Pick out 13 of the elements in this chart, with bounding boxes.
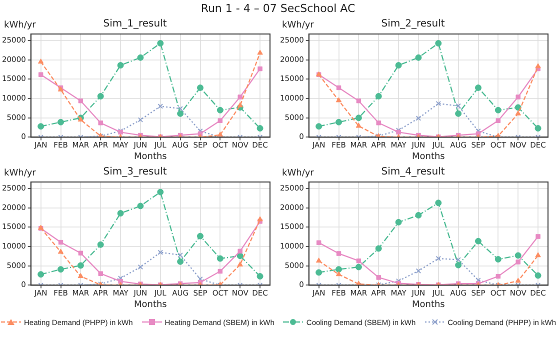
y-axis-title: kWh/yr [4, 20, 36, 30]
chart-title: Sim_1_result [103, 18, 167, 30]
chart-title: Sim_4_result [381, 166, 445, 178]
y-axis-title: kWh/yr [282, 168, 314, 178]
x-axis-title: Months [134, 152, 168, 162]
x-axis-title: Months [412, 152, 446, 162]
x-axis-title: Months [412, 300, 446, 310]
text: Run 1 - 4 – 07 SecSchool AC [200, 2, 356, 15]
chart-title: Sim_2_result [381, 18, 445, 30]
y-axis-title: kWh/yr [282, 20, 314, 30]
chart-title: Sim_3_result [103, 166, 167, 178]
y-axis-title: kWh/yr [4, 168, 36, 178]
x-axis-title: Months [134, 300, 168, 310]
